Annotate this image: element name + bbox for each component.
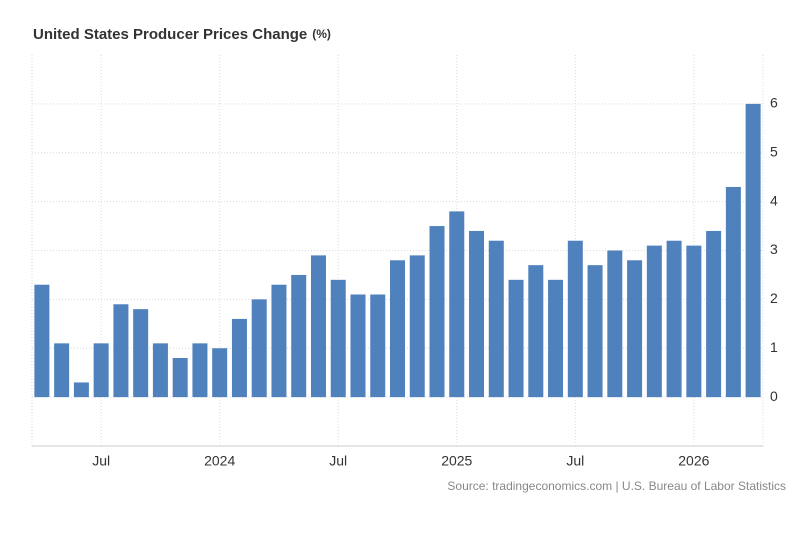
- bar: [409, 255, 425, 398]
- bar: [587, 265, 603, 398]
- bar: [488, 240, 504, 398]
- bar: [152, 343, 168, 398]
- x-tick-label: 2026: [678, 453, 709, 469]
- bar: [646, 245, 662, 398]
- bar: [93, 343, 109, 398]
- bar: [271, 284, 287, 398]
- bar: [449, 211, 465, 398]
- title-unit: (%): [312, 27, 331, 41]
- bar: [508, 279, 524, 398]
- bar: [725, 186, 741, 398]
- source: Source: tradingeconomics.com | U.S. Bure…: [447, 479, 786, 493]
- bar: [567, 240, 583, 398]
- bar: [212, 348, 228, 398]
- y-tick-label: 0: [770, 388, 778, 404]
- bar: [686, 245, 702, 398]
- x-tick-label: 2024: [204, 453, 235, 469]
- chart-title: United States Producer Prices Change (%): [33, 26, 331, 43]
- y-tick-label: 2: [770, 290, 778, 306]
- bar: [310, 255, 326, 398]
- bar: [548, 279, 564, 398]
- bar: [666, 240, 682, 398]
- y-tick-label: 1: [770, 339, 778, 355]
- x-tick-label: Jul: [566, 453, 584, 469]
- bar: [192, 343, 208, 398]
- bar: [528, 265, 544, 398]
- x-tick-label: Jul: [329, 453, 347, 469]
- bar: [291, 274, 307, 398]
- bar: [706, 230, 722, 398]
- bar: [745, 103, 761, 398]
- bar: [113, 304, 129, 398]
- x-tick-label: Jul: [92, 453, 110, 469]
- bar: [172, 358, 188, 398]
- bar: [231, 318, 247, 398]
- y-tick-label: 6: [770, 95, 778, 111]
- bar: [54, 343, 70, 398]
- bar: [607, 250, 623, 398]
- bar: [390, 260, 405, 398]
- bar: [73, 382, 89, 398]
- y-tick-label: 5: [770, 143, 778, 159]
- title-text: United States Producer Prices Change: [33, 26, 307, 43]
- bar: [350, 294, 366, 398]
- y-tick-label: 3: [770, 241, 778, 257]
- x-tick-label: 2025: [441, 453, 472, 469]
- bar: [34, 284, 50, 398]
- bar: [469, 230, 485, 398]
- bar: [330, 279, 346, 398]
- bar: [251, 299, 267, 398]
- y-tick-label: 4: [770, 192, 778, 208]
- bar: [370, 294, 386, 398]
- bar: [429, 226, 445, 398]
- bar: [133, 309, 149, 398]
- bar: [627, 260, 643, 398]
